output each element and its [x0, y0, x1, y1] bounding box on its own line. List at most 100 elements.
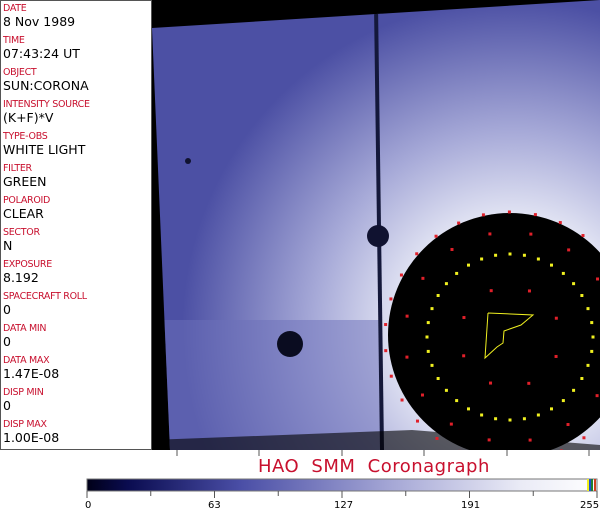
field-label: DISP MAX — [3, 419, 47, 430]
colorbar-tick: 255 — [580, 500, 600, 511]
red-marker — [434, 234, 438, 238]
yellow-marker — [522, 253, 526, 257]
yellow-marker — [494, 253, 498, 257]
red-marker — [457, 221, 461, 225]
field-value: 0 — [3, 398, 11, 413]
colorbar-area — [86, 450, 598, 498]
red-marker — [528, 438, 532, 442]
field-value: CLEAR — [3, 206, 44, 221]
red-marker — [421, 276, 425, 280]
field-value: 0 — [3, 334, 11, 349]
red-marker — [596, 277, 600, 281]
red-marker — [527, 289, 531, 293]
yellow-marker — [425, 335, 429, 339]
yellow-marker — [508, 252, 512, 256]
field-label: POLAROID — [3, 195, 51, 206]
yellow-marker — [586, 307, 590, 311]
red-marker — [488, 232, 492, 236]
field-label: DATA MIN — [3, 323, 47, 334]
field-value: WHITE LIGHT — [3, 142, 86, 157]
red-marker — [399, 273, 403, 277]
yellow-marker — [467, 407, 470, 411]
yellow-marker — [430, 307, 434, 311]
field-label: EXPOSURE — [3, 259, 52, 270]
field-label: SPACECRAFT ROLL — [3, 291, 87, 302]
colorbar-tick: 0 — [85, 500, 92, 511]
red-marker — [489, 381, 493, 385]
red-marker — [582, 436, 586, 440]
yellow-marker — [550, 263, 553, 267]
yellow-marker — [572, 282, 576, 286]
colorbar-tick: 63 — [208, 500, 221, 511]
red-marker — [489, 289, 493, 293]
red-marker — [566, 423, 570, 427]
red-marker — [481, 213, 485, 217]
yellow-marker — [590, 321, 594, 325]
image-axis-ticks — [176, 450, 590, 456]
occulter-disk — [388, 213, 600, 450]
yellow-marker — [430, 363, 434, 367]
red-marker — [581, 234, 585, 238]
field-label: FILTER — [3, 163, 32, 174]
red-marker — [420, 393, 424, 397]
field-value: SUN:CORONA — [3, 78, 89, 93]
red-marker — [595, 394, 599, 398]
yellow-marker — [522, 417, 526, 421]
red-marker — [449, 422, 453, 426]
coronagraph-image — [152, 0, 600, 450]
red-marker — [462, 316, 466, 320]
yellow-marker — [572, 388, 576, 392]
yellow-marker — [591, 335, 595, 339]
red-marker — [462, 354, 466, 358]
yellow-marker — [536, 257, 540, 261]
yellow-marker — [444, 388, 448, 392]
red-marker — [415, 252, 419, 256]
field-value: 8 Nov 1989 — [3, 14, 76, 29]
field-value: N — [3, 238, 13, 253]
red-marker — [554, 354, 558, 358]
red-marker — [384, 349, 388, 353]
yellow-marker — [580, 377, 584, 380]
red-marker — [558, 221, 562, 225]
field-label: INTENSITY SOURCE — [3, 99, 90, 110]
chart-title: HAO SMM Coronagraph — [258, 456, 490, 477]
yellow-marker — [536, 413, 540, 417]
colorbar-tick: 127 — [334, 500, 354, 511]
yellow-marker — [550, 407, 553, 411]
red-marker — [507, 210, 511, 214]
red-marker — [416, 419, 420, 423]
red-marker — [384, 323, 388, 327]
colorbar-tick: 191 — [461, 500, 481, 511]
yellow-marker — [426, 321, 430, 325]
red-marker — [487, 438, 491, 442]
red-marker — [559, 449, 563, 450]
field-value: 1.00E-08 — [3, 430, 60, 445]
red-marker — [533, 213, 537, 217]
red-marker — [567, 248, 571, 252]
field-value: 1.47E-08 — [3, 366, 60, 381]
red-marker — [389, 374, 393, 378]
overlay-polygon — [484, 312, 535, 360]
field-label: TYPE-OBS — [3, 131, 48, 142]
yellow-marker — [480, 257, 484, 261]
yellow-marker — [480, 413, 484, 417]
red-marker — [405, 314, 409, 318]
field-value: 0 — [3, 302, 11, 317]
field-label: DATA MAX — [3, 355, 50, 366]
field-value: 07:43:24 UT — [3, 46, 80, 61]
field-label: SECTOR — [3, 227, 40, 238]
red-marker — [554, 316, 558, 320]
yellow-marker — [436, 294, 440, 297]
metadata-panel: DATE 8 Nov 1989 TIME 07:43:24 UT OBJECT SUN:C… — [0, 0, 152, 450]
yellow-marker — [426, 349, 430, 353]
yellow-marker — [586, 363, 590, 367]
yellow-marker — [455, 399, 459, 403]
field-value: 8.192 — [3, 270, 39, 285]
yellow-marker — [590, 349, 594, 353]
yellow-marker — [508, 418, 512, 422]
field-label: OBJECT — [3, 67, 37, 78]
colorbar — [86, 478, 598, 492]
field-value: (K+F)*V — [3, 110, 54, 125]
field-label: DATE — [3, 3, 27, 14]
field-value: GREEN — [3, 174, 47, 189]
